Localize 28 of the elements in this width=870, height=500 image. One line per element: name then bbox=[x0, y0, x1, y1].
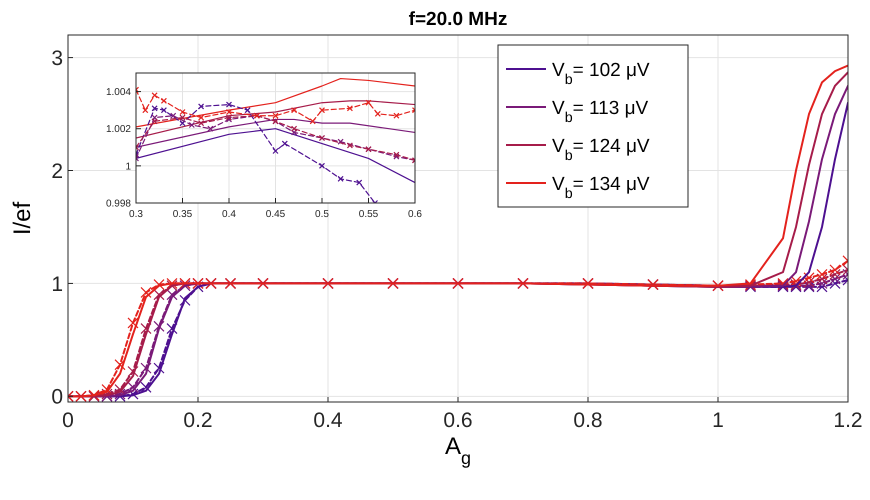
legend-label: V$_{b}$= 124 μV bbox=[552, 136, 650, 164]
x-tick-label: 0.4 bbox=[222, 209, 236, 220]
x-tick-label: 0.8 bbox=[573, 409, 603, 432]
y-axis-title: I/ef bbox=[9, 201, 36, 236]
legend-label: V$_{b}$= 113 μV bbox=[552, 98, 649, 126]
x-tick-label: 0.4 bbox=[313, 409, 343, 432]
x-tick-label: 0.45 bbox=[266, 209, 286, 220]
x-tick-label: 0.6 bbox=[408, 209, 422, 220]
chart-title: f=20.0 MHz bbox=[408, 9, 508, 30]
x-tick-label: 1.2 bbox=[833, 409, 863, 432]
y-tick-label: 1 bbox=[125, 161, 132, 172]
x-tick-label: 0.3 bbox=[129, 209, 144, 220]
legend-label: V$_{b}$= 102 μV bbox=[552, 60, 650, 88]
y-tick-label: 3 bbox=[51, 46, 63, 70]
legend-label: V$_{b}$= 134 μV bbox=[552, 174, 650, 202]
x-tick-label: 0.55 bbox=[358, 209, 379, 220]
x-tick-label: 0.5 bbox=[315, 209, 330, 220]
y-tick-label: 0.998 bbox=[106, 198, 132, 210]
y-tick-label: 0 bbox=[51, 386, 63, 409]
y-tick-label: 1.002 bbox=[106, 124, 132, 136]
x-axis-title: A$_{g}$ bbox=[444, 433, 472, 468]
x-tick-label: 0.6 bbox=[443, 409, 473, 432]
x-tick-label: 1 bbox=[712, 409, 724, 432]
x-tick-label: 0.2 bbox=[183, 409, 213, 432]
x-tick-label: 0.35 bbox=[172, 209, 193, 220]
y-tick-label: 1.004 bbox=[106, 87, 132, 98]
y-tick-label: 2 bbox=[51, 160, 63, 183]
y-tick-label: 1 bbox=[51, 272, 63, 296]
